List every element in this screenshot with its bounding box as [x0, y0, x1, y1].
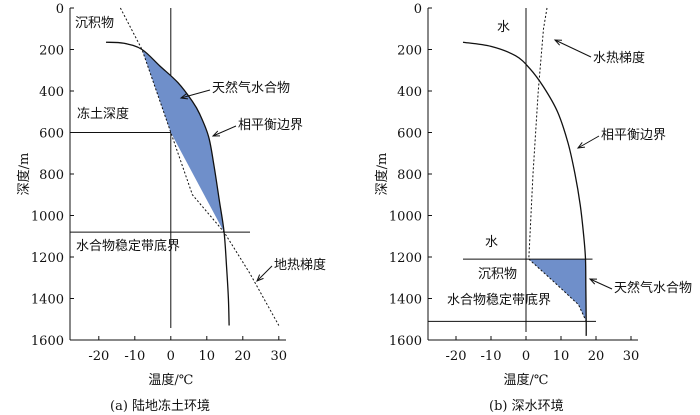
water-label-top: 水 [497, 20, 510, 35]
x-tick-label-a--20: -20 [88, 349, 109, 364]
phase-boundary-arrow-b-head [576, 142, 586, 149]
caption-b: (b) 深水环境 [489, 399, 564, 414]
hydrate-region-b [528, 259, 587, 322]
y-tick-label-a-0: 0 [56, 2, 64, 17]
phase-boundary-label-b: 相平衡边界 [601, 128, 666, 143]
x-tick-label-b-30: 30 [623, 349, 640, 364]
phase-boundary-label-a: 相平衡边界 [238, 118, 303, 133]
y-tick-label-b-1200: 1200 [389, 251, 422, 266]
gradient-line-b [528, 7, 587, 322]
x-tick-label-a--10: -10 [124, 349, 145, 364]
y-tick-label-b-200: 200 [397, 44, 422, 59]
panel-b: 0 200 400 600 800 1000 1200 1400 1600 -20 -10 0 10 20… [374, 2, 692, 388]
hydrate-arrow-a [180, 89, 211, 99]
y-tick-label-b-0: 0 [414, 2, 422, 17]
geothermal-gradient-arrow [256, 265, 273, 282]
phase-boundary-curve-a [105, 41, 230, 326]
y-tick-label-b-1000: 1000 [389, 210, 422, 225]
gradient-line-a [119, 7, 280, 326]
y-tick-label-b-600: 600 [397, 127, 422, 142]
hydrate-arrow-b-head [588, 278, 598, 285]
hydrate-arrow-a-head [179, 93, 189, 100]
x-tick-label-a-30: 30 [271, 349, 288, 364]
x-axis-label-a: 温度/℃ [148, 372, 193, 388]
hydrate-label-b: 天然气水合物 [614, 280, 692, 296]
y-axis-label-b: 深度/m [374, 153, 390, 196]
y-tick-label-a-600: 600 [39, 127, 64, 142]
geothermal-gradient-label: 地热梯度 [274, 257, 326, 273]
x-tick-label-b-10: 10 [553, 349, 570, 364]
x-tick-label-b--10: -10 [481, 349, 502, 364]
x-tick-label-a-10: 10 [199, 349, 216, 364]
y-tick-label-a-800: 800 [39, 168, 64, 183]
y-tick-label-a-1000: 1000 [31, 210, 64, 225]
sediment-label-a: 沉积物 [75, 16, 114, 31]
hydrate-arrow-b [589, 278, 613, 290]
phase-boundary-arrow-a [212, 125, 237, 137]
x-axis-label-b: 温度/℃ [504, 372, 549, 388]
hydrate-label-a: 天然气水合物 [212, 80, 290, 96]
y-tick-label-a-1600: 1600 [31, 334, 64, 349]
hydrate-zone-base-label-b: 水合物稳定带底界 [447, 292, 551, 308]
y-tick-label-a-1200: 1200 [31, 251, 64, 266]
x-tick-label-a-20: 20 [235, 349, 252, 364]
y-tick-label-a-200: 200 [39, 44, 64, 59]
hydrate-zone-base-label-a: 水合物稳定带底界 [76, 238, 180, 254]
phase-boundary-curve-b [462, 41, 587, 336]
caption-a: (a) 陆地冻土环境 [110, 399, 211, 414]
water-label-bottom: 水 [485, 235, 498, 250]
hydrothermal-gradient-arrow [554, 39, 592, 58]
y-tick-label-a-1400: 1400 [31, 293, 64, 308]
hydrothermal-gradient-label: 水热梯度 [593, 50, 645, 66]
x-tick-label-b--20: -20 [446, 349, 467, 364]
y-tick-label-b-1600: 1600 [389, 334, 422, 349]
x-tick-label-b-0: 0 [522, 349, 530, 364]
hydrothermal-gradient-arrow-head [553, 39, 563, 46]
y-tick-label-a-400: 400 [39, 85, 64, 100]
y-tick-label-b-1400: 1400 [389, 293, 422, 308]
y-tick-label-b-800: 800 [397, 168, 422, 183]
y-axis-label-a: 深度/m [16, 153, 32, 196]
panel-a: 0 200 400 600 800 1000 1200 1400 1600 -20 -10 0 10 20… [16, 2, 326, 388]
geothermal-gradient-arrow-head [256, 274, 264, 282]
x-tick-label-a-0: 0 [167, 349, 175, 364]
hydrate-region-a [142, 49, 225, 233]
x-tick-label-b-20: 20 [588, 349, 605, 364]
sediment-label-b: 沉积物 [478, 267, 517, 282]
y-tick-label-b-400: 400 [397, 85, 422, 100]
permafrost-depth-label: 冻土深度 [77, 106, 129, 122]
phase-boundary-arrow-b [577, 135, 600, 149]
phase-boundary-arrow-a-head [211, 130, 221, 137]
